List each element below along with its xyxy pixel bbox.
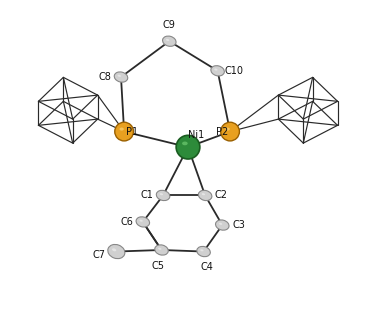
Ellipse shape: [155, 245, 168, 255]
Ellipse shape: [214, 69, 218, 71]
Text: C5: C5: [152, 260, 165, 270]
Text: C2: C2: [215, 190, 228, 200]
Ellipse shape: [162, 36, 176, 46]
Ellipse shape: [199, 190, 212, 201]
Ellipse shape: [202, 193, 205, 195]
Text: C4: C4: [200, 262, 213, 272]
Ellipse shape: [114, 72, 128, 82]
Text: P2: P2: [216, 126, 228, 136]
Text: Ni1: Ni1: [188, 130, 204, 140]
Ellipse shape: [139, 220, 143, 222]
Ellipse shape: [108, 244, 125, 259]
Ellipse shape: [160, 193, 163, 195]
Text: C7: C7: [93, 250, 106, 260]
Text: P1: P1: [126, 126, 138, 136]
Text: C9: C9: [163, 20, 176, 30]
Ellipse shape: [112, 248, 116, 251]
Ellipse shape: [197, 246, 210, 257]
Text: C6: C6: [120, 217, 133, 227]
Ellipse shape: [136, 217, 150, 227]
Ellipse shape: [156, 190, 170, 201]
Ellipse shape: [120, 127, 124, 131]
Ellipse shape: [200, 249, 203, 251]
Ellipse shape: [118, 75, 121, 77]
Ellipse shape: [166, 39, 169, 41]
Ellipse shape: [225, 127, 230, 131]
Ellipse shape: [158, 248, 161, 250]
Text: C8: C8: [99, 72, 112, 82]
Circle shape: [221, 122, 240, 141]
Ellipse shape: [182, 141, 188, 145]
Circle shape: [176, 135, 200, 159]
Circle shape: [115, 122, 133, 141]
Ellipse shape: [219, 223, 222, 225]
Ellipse shape: [215, 220, 229, 230]
Ellipse shape: [211, 66, 224, 76]
Text: C3: C3: [232, 220, 245, 230]
Text: C1: C1: [140, 190, 153, 200]
Text: C10: C10: [224, 66, 243, 76]
